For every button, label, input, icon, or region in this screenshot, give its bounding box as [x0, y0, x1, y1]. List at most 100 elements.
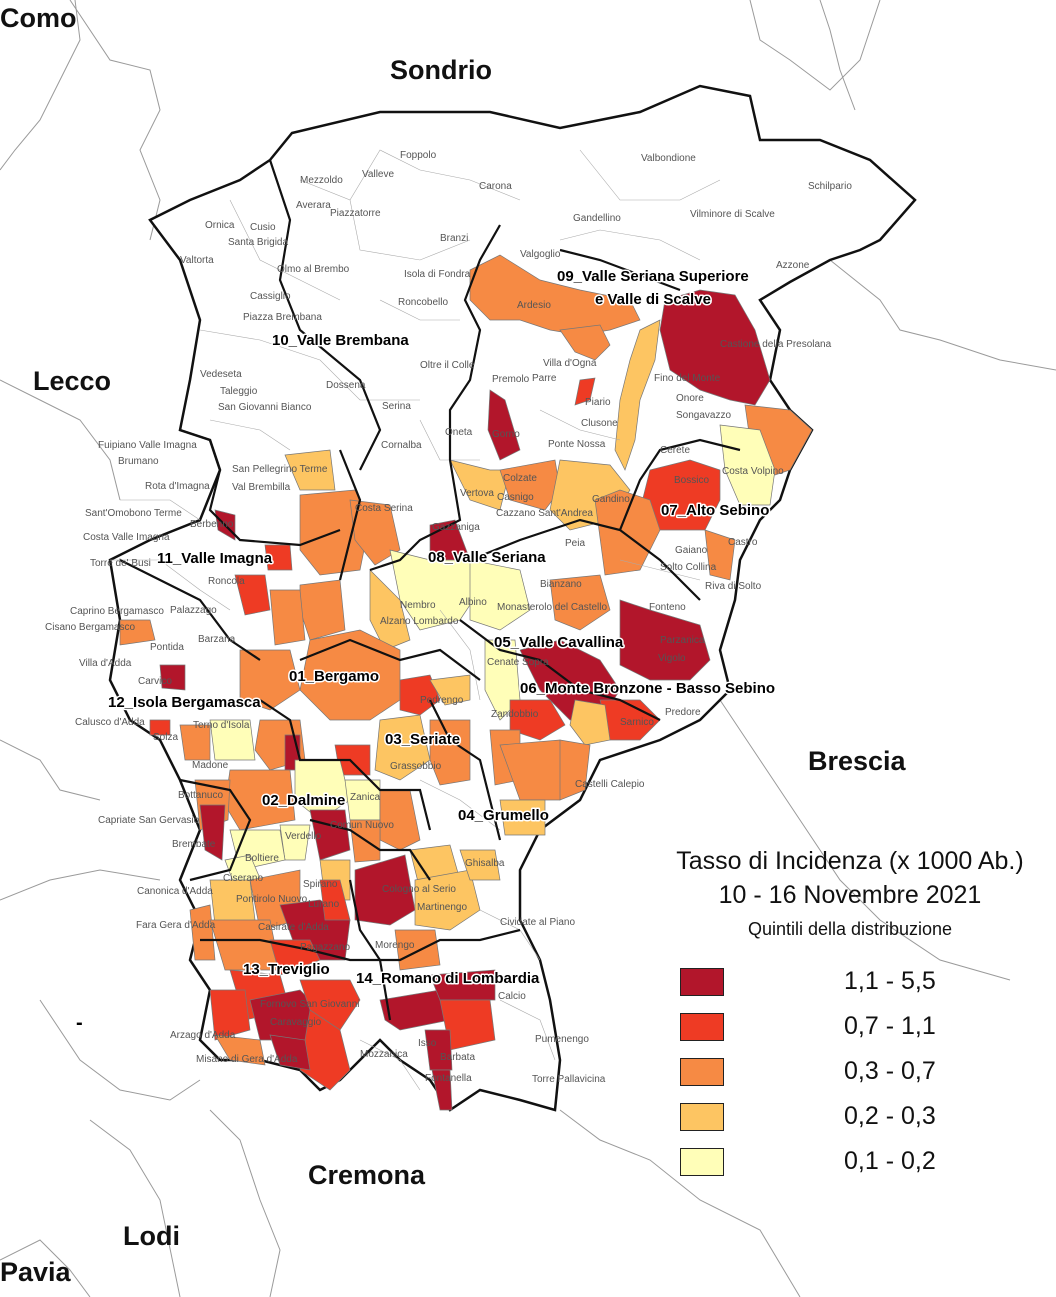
- muni-label: Pontida: [150, 642, 184, 653]
- muni-label: Castelli Calepio: [575, 779, 645, 790]
- district-label-01: 01_Bergamo: [289, 668, 379, 685]
- district-label-03: 03_Seriate: [385, 731, 460, 748]
- legend-title: Tasso di Incidenza (x 1000 Ab.): [676, 847, 1024, 875]
- muni-label: Cusio: [250, 222, 276, 233]
- legend-row: 0,7 - 1,1: [660, 1004, 1040, 1049]
- muni-label: Valleve: [362, 169, 394, 180]
- muni-label: Pumenengo: [535, 1034, 589, 1045]
- muni-label: Oltre il Colle: [420, 360, 475, 371]
- muni-label: Capriate San Gervasio: [98, 815, 200, 826]
- muni-label: Canonica d'Adda: [137, 886, 213, 897]
- muni-label: Gandellino: [573, 213, 621, 224]
- municipality-fills: [119, 254, 813, 1111]
- muni-label: Olmo al Brembo: [277, 264, 350, 275]
- muni-label: Vilminore di Scalve: [690, 209, 775, 220]
- legend-swatch: [680, 1147, 724, 1176]
- legend-swatch: [680, 1012, 724, 1041]
- muni-label: Cornalba: [381, 440, 422, 451]
- muni-label: Valgoglio: [520, 249, 561, 260]
- muni-label: Fuipiano Valle Imagna: [98, 440, 197, 451]
- legend-row: 1,1 - 5,5: [660, 959, 1040, 1004]
- legend-row: 0,1 - 0,2: [660, 1139, 1040, 1184]
- muni-label: Branzi: [440, 233, 468, 244]
- muni-label: Bottanuco: [178, 790, 223, 801]
- muni-label: Piario: [585, 397, 611, 408]
- muni-label: Clusone: [581, 418, 618, 429]
- muni-label: Vigolo: [658, 653, 686, 664]
- legend-swatch: [680, 967, 724, 996]
- muni-label: Mozzanica: [360, 1049, 408, 1060]
- district-label-11: 11_Valle Imagna: [157, 550, 273, 567]
- muni-label: Castione della Presolana: [720, 339, 832, 350]
- legend-range: 0,7 - 1,1: [844, 1012, 936, 1040]
- muni-label: Lurano: [308, 899, 340, 910]
- muni-label: Torre de' Busi: [90, 558, 151, 569]
- muni-label: Pedrengo: [420, 695, 464, 706]
- muni-label: Fara Gera d'Adda: [136, 920, 216, 931]
- muni-label: Onore: [676, 393, 704, 404]
- muni-label: Fino del Monte: [654, 373, 721, 384]
- district-label-02: 02_Dalmine: [262, 792, 345, 809]
- muni-label: Cerete: [660, 445, 690, 456]
- muni-label: Madone: [192, 760, 229, 771]
- district-label-13: 13_Treviglio: [243, 961, 330, 978]
- muni-label: Calcio: [498, 991, 526, 1002]
- muni-label: Parzanica: [660, 635, 705, 646]
- muni-label: Peia: [565, 538, 585, 549]
- muni-label: Piazza Brembana: [243, 312, 322, 323]
- muni-label: Misano di Gera d'Adda: [196, 1054, 298, 1065]
- muni-label: Ciserano: [223, 873, 263, 884]
- muni-label: Bianzano: [540, 579, 582, 590]
- muni-label: Pagazzano: [300, 942, 350, 953]
- muni-label: Castro: [728, 537, 758, 548]
- muni-label: Morengo: [375, 940, 415, 951]
- muni-label: Cisano Bergamasco: [45, 622, 135, 633]
- muni-label: Villa d'Adda: [79, 658, 132, 669]
- map-legend: Tasso di Incidenza (x 1000 Ab.) 10 - 16 …: [660, 845, 1040, 1184]
- muni-label: Solza: [153, 732, 178, 743]
- muni-label: Azzone: [776, 260, 810, 271]
- muni-label: Isola di Fondra: [404, 269, 471, 280]
- muni-label: Zanica: [350, 792, 380, 803]
- muni-label: Isso: [418, 1038, 437, 1049]
- province-label-lecco: Lecco: [33, 366, 111, 396]
- muni-label: Colzate: [503, 473, 537, 484]
- muni-label: Oneta: [445, 427, 473, 438]
- muni-label: Cenate Sopra: [487, 657, 549, 668]
- muni-label: Casnigo: [497, 492, 534, 503]
- muni-label: Gandino: [592, 494, 630, 505]
- muni-label: Cassiglio: [250, 291, 291, 302]
- muni-label: San Pellegrino Terme: [232, 464, 328, 475]
- legend-range: 0,1 - 0,2: [844, 1147, 936, 1175]
- muni-label: Costa Valle Imagna: [83, 532, 170, 543]
- district-label-09b: e Valle di Scalve: [595, 291, 711, 308]
- muni-label: Torre Pallavicina: [532, 1074, 606, 1085]
- legend-row: 0,2 - 0,3: [660, 1094, 1040, 1139]
- muni-label: Predore: [665, 707, 701, 718]
- muni-label: Gorno: [492, 429, 520, 440]
- muni-label: Boltiere: [245, 853, 279, 864]
- legend-range: 0,2 - 0,3: [844, 1102, 936, 1130]
- muni-label: Roncola: [208, 576, 245, 587]
- muni-label: Gaiano: [675, 545, 708, 556]
- muni-label: Bossico: [674, 475, 709, 486]
- district-label-05: 05_Valle Cavallina: [494, 634, 624, 651]
- muni-label: Valtorta: [180, 255, 214, 266]
- muni-label: Vertova: [460, 488, 494, 499]
- muni-label: Piazzatorre: [330, 208, 381, 219]
- muni-label: Valbondione: [641, 153, 696, 164]
- muni-label: Dossena: [326, 380, 366, 391]
- muni-label: Spirano: [303, 879, 338, 890]
- muni-label: Foppolo: [400, 150, 437, 161]
- district-label-10: 10_Valle Brembana: [272, 332, 409, 349]
- muni-label: Taleggio: [220, 386, 258, 397]
- muni-label: Val Brembilla: [232, 482, 291, 493]
- muni-label: Averara: [296, 200, 331, 211]
- legend-swatch: [680, 1057, 724, 1086]
- municipality-borders: [110, 149, 721, 1091]
- province-label-como: Como: [0, 3, 77, 33]
- muni-label: Gazzaniga: [432, 522, 480, 533]
- legend-rows: 1,1 - 5,5 0,7 - 1,1 0,3 - 0,7 0,2 - 0,3 …: [660, 959, 1040, 1184]
